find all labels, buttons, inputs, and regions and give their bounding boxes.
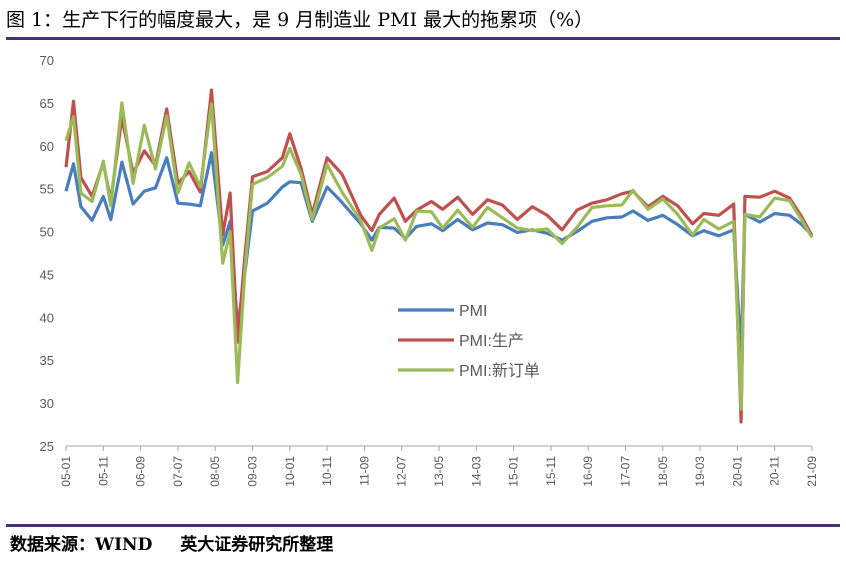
y-tick-label: 25 xyxy=(40,439,54,454)
legend-label: PMI xyxy=(459,303,487,320)
x-tick-label: 10-11 xyxy=(320,456,334,486)
x-tick-label: 06-09 xyxy=(134,456,148,487)
x-tick-label: 07-07 xyxy=(171,456,185,487)
x-tick-label: 14-03 xyxy=(469,456,483,487)
legend-label: PMI:生产 xyxy=(459,332,524,350)
x-tick-label: 12-07 xyxy=(395,456,409,487)
source-label: 数据来源：WIND xyxy=(10,535,153,555)
y-tick-label: 30 xyxy=(40,396,54,411)
title-divider xyxy=(6,37,840,40)
y-tick-label: 70 xyxy=(40,53,54,68)
y-tick-label: 45 xyxy=(40,267,54,282)
series-line xyxy=(64,101,814,411)
x-tick-label: 10-01 xyxy=(283,456,297,487)
x-tick-label: 19-03 xyxy=(693,456,707,487)
x-tick-label: 13-05 xyxy=(432,456,446,487)
y-tick-label: 60 xyxy=(40,139,54,154)
y-tick-label: 40 xyxy=(40,310,54,325)
y-tick-label: 65 xyxy=(40,96,54,111)
x-tick-label: 05-01 xyxy=(59,456,73,487)
x-tick-label: 09-03 xyxy=(246,456,260,487)
source-divider xyxy=(6,524,840,527)
x-tick-label: 05-11 xyxy=(96,456,110,486)
source-org: 英大证券研究所整理 xyxy=(180,535,334,555)
chart-axes: 25 30 35 40 45 50 55 60 65 70 05-01 05-11 06-09 07-07… xyxy=(40,53,819,487)
x-tick-label: 15-01 xyxy=(507,456,521,487)
chart-lines xyxy=(64,88,814,424)
x-tick-label: 21-09 xyxy=(805,456,819,487)
y-tick-label: 55 xyxy=(40,182,54,197)
x-tick-label: 20-11 xyxy=(768,456,782,486)
x-tick-label: 20-01 xyxy=(730,456,744,487)
y-tick-label: 50 xyxy=(40,225,54,240)
x-tick-label: 15-11 xyxy=(544,456,558,486)
y-tick-label: 35 xyxy=(40,353,54,368)
x-tick-label: 18-05 xyxy=(656,456,670,487)
legend-label: PMI:新订单 xyxy=(459,362,540,380)
x-tick-label: 16-09 xyxy=(581,456,595,487)
x-tick-label: 17-07 xyxy=(619,456,633,487)
chart-legend: PMI PMI:生产 PMI:新订单 xyxy=(398,303,540,380)
line-chart: 25 30 35 40 45 50 55 60 65 70 05-01 05-11 06-09 07-07… xyxy=(40,53,819,487)
series-line xyxy=(64,88,814,424)
x-tick-label: 11-09 xyxy=(357,456,371,486)
x-tick-label: 08-05 xyxy=(208,456,222,487)
source-note: 数据来源：WIND 英大证券研究所整理 xyxy=(10,530,333,560)
chart-title: 图 1：生产下行的幅度最大，是 9 月制造业 PMI 最大的拖累项（%） xyxy=(6,9,594,31)
